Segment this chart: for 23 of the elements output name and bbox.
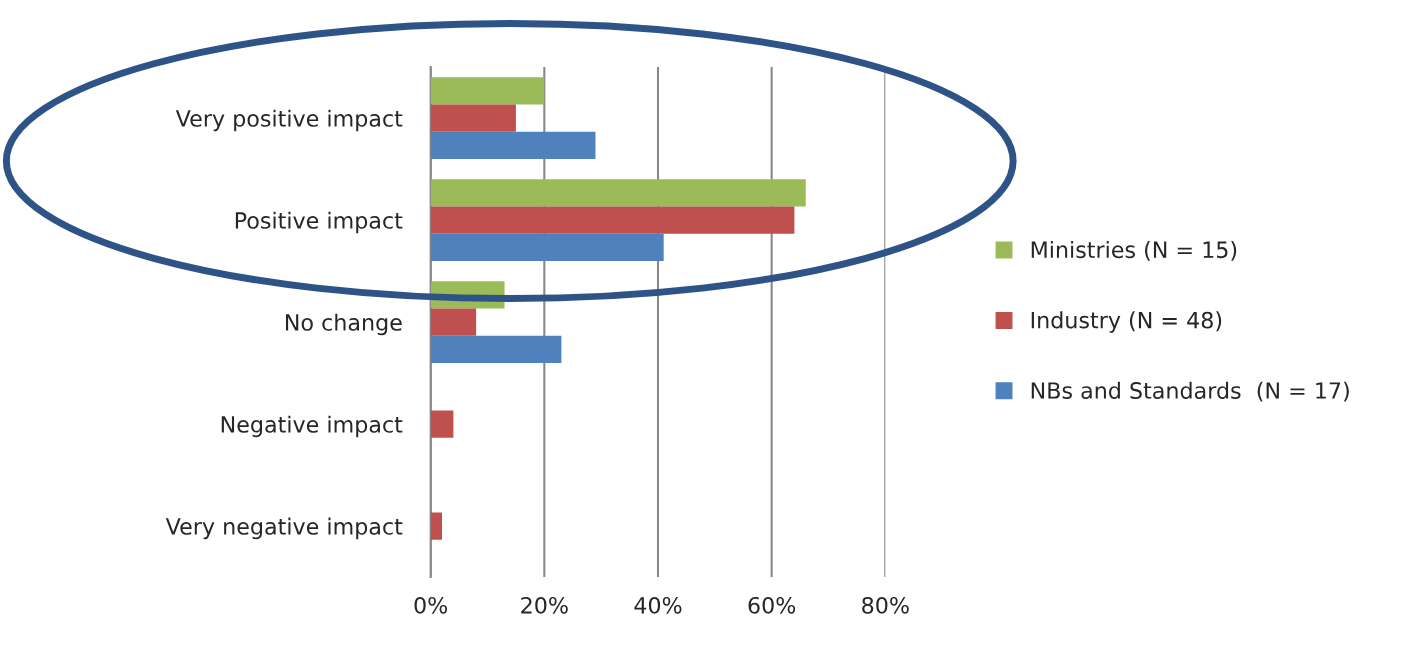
y-tick-label: Negative impact (221, 415, 403, 438)
x-tick-label: 40% (634, 596, 682, 614)
legend-label: Industry (N = 48) (1031, 311, 1222, 333)
bar (430, 410, 454, 438)
bar (430, 104, 516, 132)
legend-label: Ministries (N = 15) (1031, 240, 1237, 261)
x-tick-label: 20% (521, 596, 568, 614)
bar (430, 131, 596, 159)
y-tick-label: Very negative impact (165, 517, 403, 540)
bar (430, 77, 545, 105)
x-tick-label: 80% (862, 596, 909, 614)
y-tick-label: Very positive impact (175, 109, 403, 132)
y-tick-label: No change (285, 313, 402, 336)
bar (430, 335, 562, 363)
x-tick-label: 0% (414, 596, 448, 614)
bar (430, 206, 795, 234)
legend-label: NBs and Standards (N = 17) (1031, 381, 1349, 402)
y-tick-label: Positive impact (235, 211, 403, 234)
bar (430, 233, 664, 261)
bar (430, 308, 477, 336)
bar (430, 179, 806, 207)
bar (430, 512, 443, 540)
x-tick-label: 60% (748, 596, 796, 614)
